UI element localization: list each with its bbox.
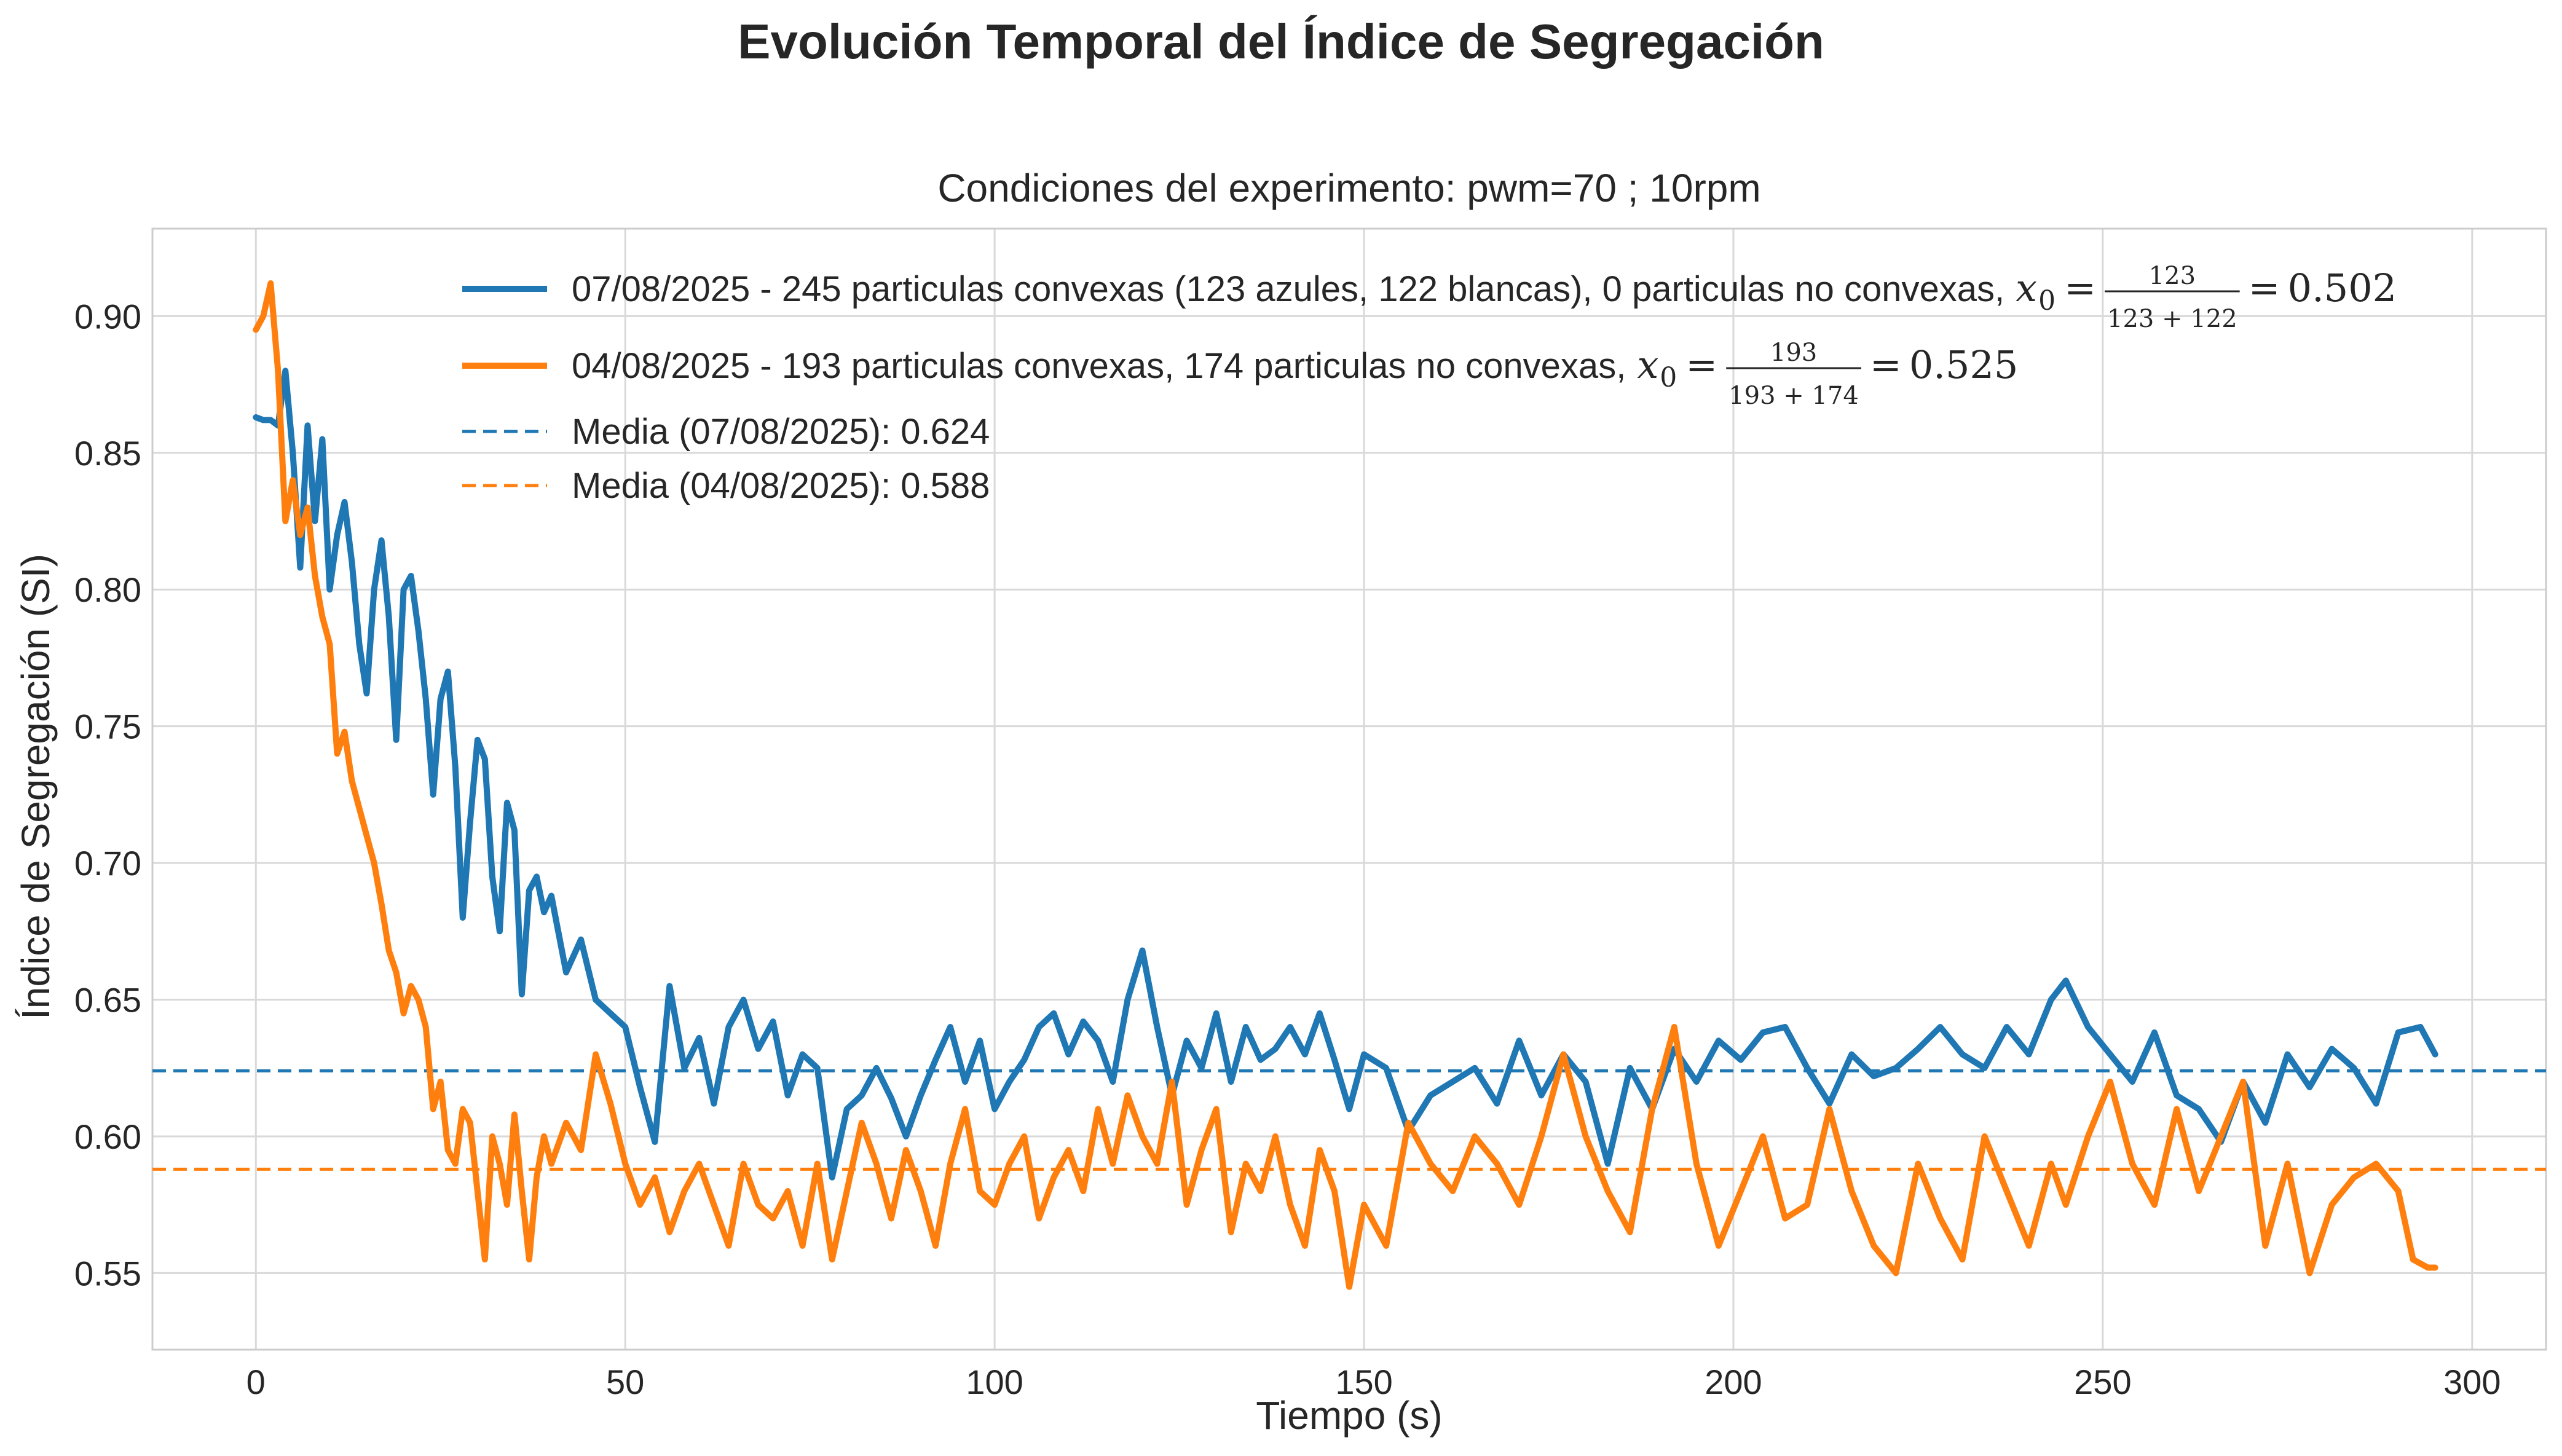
legend-label: 07/08/2025 - 245 particulas convexas (12… bbox=[572, 269, 2004, 309]
x-tick-label: 50 bbox=[606, 1363, 644, 1401]
legend-formula-equals: = bbox=[1870, 342, 1902, 387]
legend-formula-result: 0.525 bbox=[1909, 342, 2019, 387]
x-tick-labels: 0 50 100 150 200 250 300 bbox=[246, 1363, 2501, 1401]
legend-formula-denominator: 123 + 122 bbox=[2107, 305, 2237, 333]
y-tick-label: 0.65 bbox=[74, 981, 141, 1020]
x-tick-label: 0 bbox=[246, 1363, 266, 1401]
plot-area-frame bbox=[151, 227, 2547, 1351]
series-lines bbox=[253, 280, 2438, 1290]
y-tick-label: 0.55 bbox=[74, 1254, 141, 1293]
y-tick-label: 0.90 bbox=[74, 297, 141, 336]
y-axis-label: Índice de Segregación (SI) bbox=[14, 554, 58, 1020]
legend-formula-denominator: 193 + 174 bbox=[1728, 382, 1859, 410]
x-tick-label: 100 bbox=[966, 1363, 1023, 1401]
y-tick-label: 0.80 bbox=[74, 570, 141, 609]
x-tick-label: 200 bbox=[1705, 1363, 1762, 1401]
legend-formula-var: x bbox=[1637, 342, 1658, 387]
legend-formula-equals: = bbox=[1685, 342, 1717, 387]
legend-formula-result: 0.502 bbox=[2288, 266, 2397, 310]
legend-formula-sub: 0 bbox=[1660, 362, 1677, 393]
legend-formula-equals: = bbox=[2249, 266, 2280, 310]
legend-formula-numerator: 123 bbox=[2149, 262, 2196, 290]
chart-title: Condiciones del experimento: pwm=70 ; 10… bbox=[937, 166, 1760, 210]
x-tick-label: 300 bbox=[2443, 1363, 2501, 1401]
y-tick-label: 0.60 bbox=[74, 1117, 141, 1156]
mean-lines bbox=[152, 1069, 2546, 1171]
x-tick-label: 150 bbox=[1335, 1363, 1392, 1401]
series-line bbox=[253, 280, 2438, 1290]
legend-formula-equals: = bbox=[2064, 266, 2096, 310]
legend-label: Media (04/08/2025): 0.588 bbox=[572, 466, 990, 506]
y-tick-labels: 0.55 0.60 0.65 0.70 0.75 0.80 0.85 0.90 bbox=[74, 297, 141, 1293]
y-tick-label: 0.75 bbox=[74, 707, 141, 746]
figure-title: Evolución Temporal del Índice de Segrega… bbox=[738, 14, 1824, 69]
grid bbox=[152, 229, 2546, 1350]
x-axis-label: Tiempo (s) bbox=[1256, 1393, 1442, 1438]
y-tick-label: 0.70 bbox=[74, 844, 141, 883]
legend-formula-var: x bbox=[2016, 266, 2037, 310]
x-tick-label: 250 bbox=[2074, 1363, 2131, 1401]
legend-formula-numerator: 193 bbox=[1770, 339, 1817, 367]
legend-label: 04/08/2025 - 193 particulas convexas, 17… bbox=[572, 346, 1626, 386]
legend: 07/08/2025 - 245 particulas convexas (12… bbox=[462, 262, 2397, 506]
legend-formula-sub: 0 bbox=[2038, 285, 2056, 317]
series-line bbox=[253, 368, 2438, 1181]
legend-label: Media (07/08/2025): 0.624 bbox=[572, 412, 990, 452]
y-tick-label: 0.85 bbox=[74, 434, 141, 473]
